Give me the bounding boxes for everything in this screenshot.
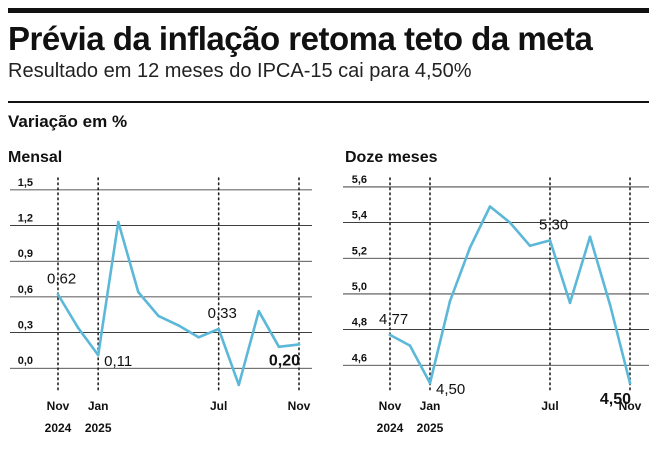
x-tick-year-label: 2025 (85, 421, 112, 435)
data-point (56, 293, 60, 296)
data-point (277, 345, 281, 349)
data-label: 4,50 (600, 391, 631, 408)
data-label: 0,62 (47, 271, 76, 288)
page-title: Prévia da inflação retoma teto da meta (8, 20, 593, 57)
data-point (488, 205, 492, 208)
data-point (608, 303, 612, 306)
header-divider (8, 101, 649, 103)
page-subtitle: Resultado em 12 meses do IPCA-15 cai par… (8, 60, 472, 82)
data-point (468, 246, 472, 249)
x-tick-year-label: 2024 (45, 421, 72, 435)
data-point (237, 383, 241, 387)
data-label: 0,11 (104, 353, 132, 370)
data-label: 5,30 (539, 216, 568, 233)
data-point (428, 381, 432, 385)
series-line (388, 205, 632, 385)
x-tick-label: Nov (47, 399, 70, 413)
x-tick-label: Jan (88, 399, 109, 413)
data-point (217, 327, 220, 331)
section-title: Variação em % (8, 112, 128, 131)
data-label: 0,20 (269, 352, 300, 369)
y-tick-label: 1,2 (18, 213, 33, 225)
data-label: 4,77 (379, 311, 408, 328)
data-point (588, 235, 592, 239)
x-tick-label: Nov (288, 399, 311, 413)
data-point (508, 221, 512, 224)
data-point (297, 343, 301, 346)
data-point (448, 299, 452, 303)
data-point (116, 220, 120, 224)
data-point (157, 314, 160, 318)
data-point (628, 381, 632, 385)
data-point (408, 344, 412, 347)
y-tick-label: 0,3 (18, 320, 33, 332)
data-point (568, 301, 572, 305)
chart-title-mensal: Mensal (8, 149, 63, 166)
data-point (388, 333, 392, 337)
x-tick-year-label: 2024 (377, 421, 404, 435)
data-point (96, 353, 100, 357)
y-tick-label: 5,2 (352, 245, 367, 257)
data-point (177, 324, 180, 327)
y-tick-label: 4,8 (352, 317, 367, 329)
x-tick-label: Nov (619, 399, 642, 413)
data-point (197, 336, 200, 339)
x-tick-label: Jul (541, 399, 558, 413)
y-tick-label: 0,9 (18, 248, 33, 260)
y-tick-label: 5,6 (352, 174, 367, 186)
x-tick-year-label: 2025 (417, 421, 444, 435)
data-point (528, 244, 532, 248)
data-point (137, 290, 140, 294)
data-point (257, 309, 261, 313)
x-tick-label: Jan (420, 399, 441, 413)
data-label: 0,33 (208, 305, 237, 322)
y-tick-label: 0,6 (18, 284, 33, 296)
data-point (76, 326, 80, 330)
data-label: 4,50 (436, 381, 465, 398)
y-tick-label: 5,0 (352, 281, 367, 293)
data-point (548, 239, 552, 242)
y-tick-label: 4,6 (352, 352, 367, 364)
y-tick-label: 0,0 (18, 355, 33, 367)
y-tick-label: 5,4 (352, 210, 368, 222)
x-tick-label: Nov (379, 399, 402, 413)
top-bar (8, 8, 649, 13)
chart-title-doze-meses: Doze meses (345, 149, 438, 166)
y-tick-label: 1,5 (18, 177, 33, 189)
x-tick-label: Jul (210, 399, 227, 413)
